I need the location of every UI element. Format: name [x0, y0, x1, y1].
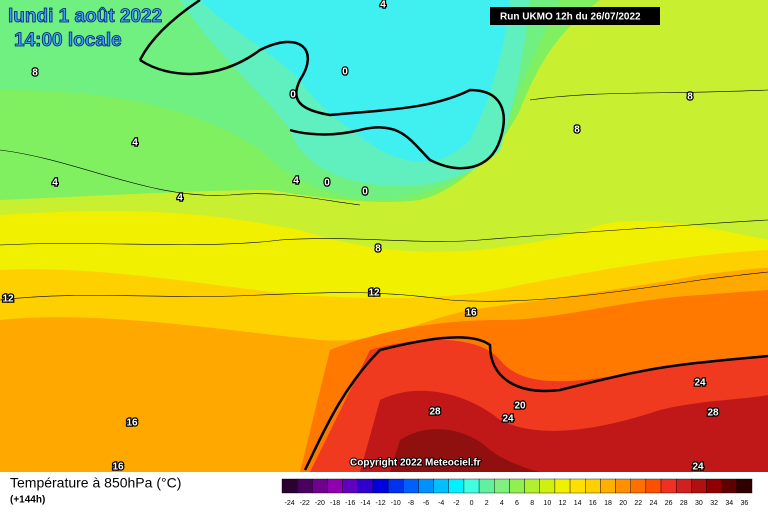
- colorbar-swatch: [721, 478, 738, 494]
- contour-label: 8: [687, 92, 693, 103]
- contour-label: 4: [177, 193, 183, 204]
- colorbar-swatch: [645, 478, 662, 494]
- colorbar-tick-label: -14: [360, 500, 370, 507]
- contour-label: 28: [707, 408, 719, 419]
- colorbar-tick-label: 4: [500, 500, 504, 507]
- colorbar-tick-label: 28: [680, 500, 688, 507]
- colorbar-tick-label: -22: [300, 500, 310, 507]
- colorbar-tick-label: 34: [725, 500, 733, 507]
- colorbar-swatch: [585, 478, 601, 494]
- colorbar-swatch: [660, 478, 677, 494]
- colorbar-swatch: [736, 478, 753, 494]
- colorbar-tick-label: 22: [634, 500, 642, 507]
- colorbar-tick-label: -6: [423, 500, 429, 507]
- colorbar-swatch: [327, 478, 343, 494]
- colorbar-tick-label: 10: [543, 500, 551, 507]
- contour-label: 0: [342, 67, 348, 78]
- colorbar-tick-label: -4: [438, 500, 444, 507]
- colorbar-tick-label: 18: [604, 500, 612, 507]
- colorbar-tick-label: 12: [559, 500, 567, 507]
- contour-label: 0: [324, 178, 330, 189]
- colorbar-swatch: [630, 478, 647, 494]
- contour-label: 4: [132, 138, 138, 149]
- colorbar-tick-label: -8: [408, 500, 414, 507]
- colorbar-swatch: [706, 478, 722, 494]
- colorbar-tick-label: 6: [515, 500, 519, 507]
- contour-label: 4: [52, 178, 58, 189]
- temperature-field: [0, 0, 768, 472]
- contour-label: 4: [293, 176, 299, 187]
- contour-label: 0: [362, 187, 368, 198]
- colorbar-swatch: [569, 478, 586, 494]
- copyright: Copyright 2022 Meteociel.fr: [350, 458, 481, 469]
- colorbar-swatch: [539, 478, 556, 494]
- contour-label: 24: [502, 414, 514, 425]
- colorbar-swatch: [296, 478, 313, 494]
- contour-label: 4: [380, 0, 386, 11]
- contour-label: 20: [514, 401, 526, 412]
- colorbar-swatch: [448, 478, 465, 494]
- contour-label: 12: [368, 288, 380, 299]
- contour-label: 8: [32, 68, 38, 79]
- legend-lead: (+144h): [10, 495, 45, 506]
- colorbar-swatch: [372, 478, 389, 494]
- run-label: Run UKMO 12h du 26/07/2022: [500, 12, 641, 23]
- colorbar-tick-label: 20: [619, 500, 627, 507]
- contour-label: 8: [375, 244, 381, 255]
- colorbar-tick-label: 30: [695, 500, 703, 507]
- colorbar-tick-label: 8: [530, 500, 534, 507]
- colorbar-swatch: [524, 478, 540, 494]
- colorbar-swatch: [403, 478, 419, 494]
- run-box: [490, 7, 660, 25]
- colorbar-tick-label: -16: [345, 500, 355, 507]
- colorbar-tick-label: 26: [665, 500, 673, 507]
- colorbar-tick-label: 14: [574, 500, 582, 507]
- colorbar-swatch: [615, 478, 631, 494]
- colorbar-tick-label: -2: [453, 500, 459, 507]
- colorbar-swatch: [675, 478, 692, 494]
- map-time: 14:00 locale: [14, 30, 122, 51]
- colorbar-tick-label: 0: [470, 500, 474, 507]
- colorbar-tick-label: 16: [589, 500, 597, 507]
- colorbar-swatch: [600, 478, 616, 494]
- colorbar-tick-label: 32: [710, 500, 718, 507]
- colorbar-tick-label: 2: [485, 500, 489, 507]
- contour-label: 12: [2, 294, 14, 305]
- colorbar-swatch: [509, 478, 525, 494]
- contour-label: 8: [574, 125, 580, 136]
- colorbar-tick-label: -24: [285, 500, 295, 507]
- contour-label: 16: [465, 308, 477, 319]
- colorbar-tick-label: 36: [741, 500, 749, 507]
- legend-title: Température à 850hPa (°C): [10, 475, 181, 491]
- colorbar-swatch: [691, 478, 707, 494]
- colorbar-swatch: [433, 478, 449, 494]
- colorbar-tick-label: -12: [375, 500, 385, 507]
- map-title: lundi 1 août 2022: [8, 6, 162, 27]
- colorbar-swatch: [281, 478, 298, 494]
- contour-label: 28: [429, 407, 441, 418]
- contour-label: 24: [694, 378, 706, 389]
- colorbar-swatch: [387, 478, 404, 494]
- colorbar: -24 -22 -20 -18 -16 -14 -12 -10 -8 -6 -4 -2 0 2 4 6 8 10 1…: [281, 478, 753, 507]
- colorbar-tick-label: -18: [330, 500, 340, 507]
- contour-label: 0: [290, 90, 296, 101]
- colorbar-swatch: [418, 478, 434, 494]
- colorbar-swatch: [463, 478, 480, 494]
- contour-lines: [0, 0, 768, 471]
- colorbar-swatch: [312, 478, 328, 494]
- colorbar-swatch: [494, 478, 510, 494]
- colorbar-tick-label: -10: [391, 500, 401, 507]
- colorbar-tick-label: -20: [315, 500, 325, 507]
- contour-label: 24: [692, 462, 704, 473]
- colorbar-swatch: [478, 478, 495, 494]
- colorbar-swatch: [554, 478, 571, 494]
- colorbar-swatch: [342, 478, 359, 494]
- contour-label: 16: [112, 462, 124, 473]
- colorbar-swatch: [357, 478, 374, 494]
- contour-label: 16: [126, 418, 138, 429]
- colorbar-tick-label: 24: [650, 500, 658, 507]
